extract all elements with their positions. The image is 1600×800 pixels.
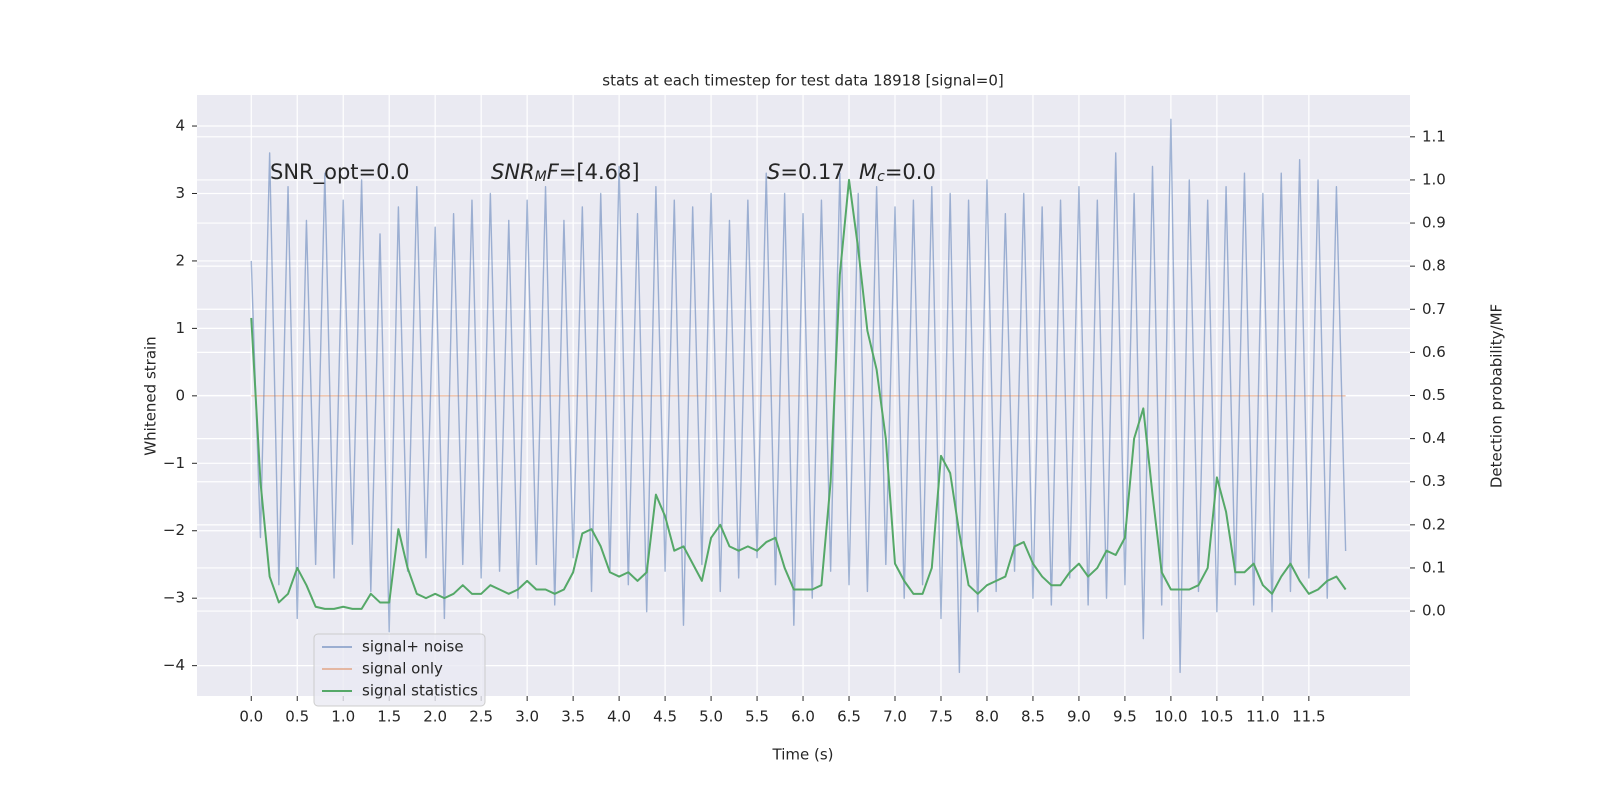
x-tick-label: 7.0 (883, 708, 907, 726)
x-tick-label: 11.5 (1292, 708, 1325, 726)
annotation: Mc=0.0 (859, 160, 936, 185)
annotation-part: M (535, 169, 547, 185)
y2-tick-label: 0.0 (1422, 602, 1446, 620)
annotation-part: =0.17 (780, 160, 844, 184)
x-tick-label: 7.5 (929, 708, 953, 726)
y-tick-label: 0 (175, 386, 185, 404)
y-tick-label: 1 (175, 319, 185, 337)
annotation-part: M (859, 160, 877, 184)
x-tick-label: 6.5 (837, 708, 861, 726)
annotation-part: F (547, 160, 560, 184)
y2-tick-label: 0.8 (1422, 257, 1446, 275)
x-tick-label: 1.5 (377, 708, 401, 726)
x-tick-label: 8.5 (1021, 708, 1045, 726)
y-tick-label: 3 (175, 184, 185, 202)
x-tick-label: 5.0 (699, 708, 723, 726)
annotation-part: S (767, 160, 780, 184)
annotation: S=0.17 (767, 160, 845, 184)
x-tick-label: 3.0 (515, 708, 539, 726)
series-line (250, 118, 1347, 674)
y-tick-label: −2 (163, 521, 185, 539)
x-tick-label: 9.5 (1113, 708, 1137, 726)
y2-tick-label: 1.0 (1422, 170, 1446, 188)
x-tick-label: 2.5 (469, 708, 493, 726)
annotation-part: SNR (491, 160, 535, 184)
y2-tick-label: 0.4 (1422, 429, 1446, 447)
chart-title: stats at each timestep for test data 189… (602, 72, 1003, 90)
x-tick-label: 4.5 (653, 708, 677, 726)
y2-tick-label: 0.6 (1422, 343, 1446, 361)
x-tick-label: 5.5 (745, 708, 769, 726)
y2-tick-label: 0.5 (1422, 386, 1446, 404)
y2-tick-label: 0.3 (1422, 472, 1446, 490)
x-tick-label: 1.0 (331, 708, 355, 726)
y-tick-label: 2 (175, 251, 185, 269)
annotation-part: SNR_opt=0.0 (270, 160, 410, 185)
legend-label: signal only (362, 660, 443, 678)
legend-label: signal statistics (362, 682, 478, 700)
series-line (250, 178, 1347, 610)
x-tick-label: 6.0 (791, 708, 815, 726)
x-tick-label: 10.0 (1154, 708, 1187, 726)
y2-tick-label: 0.9 (1422, 214, 1446, 232)
x-tick-label: 11.0 (1246, 708, 1279, 726)
x-tick-label: 2.0 (423, 708, 447, 726)
legend-label: signal+ noise (362, 638, 464, 656)
x-axis-label: Time (s) (772, 746, 834, 764)
y-tick-label: −4 (163, 656, 185, 674)
x-tick-label: 0.5 (285, 708, 309, 726)
annotation-part: c (877, 169, 885, 185)
y2-tick-label: 0.1 (1422, 558, 1446, 576)
x-tick-label: 3.5 (561, 708, 585, 726)
y-tick-label: −1 (163, 454, 185, 472)
y2-tick-label: 0.2 (1422, 515, 1446, 533)
legend-box (313, 633, 486, 707)
x-tick-label: 9.0 (1067, 708, 1091, 726)
x-tick-label: 0.0 (239, 708, 263, 726)
annotation-part: =[4.68] (559, 160, 640, 184)
y2-tick-label: 0.7 (1422, 300, 1446, 318)
annotation: SNRMF=[4.68] (491, 160, 640, 185)
annotation-part: =0.0 (885, 160, 936, 184)
y-axis-label: Whitened strain (142, 336, 160, 455)
x-tick-label: 4.0 (607, 708, 631, 726)
y2-tick-label: 1.1 (1422, 127, 1446, 145)
annotation: SNR_opt=0.0 (270, 160, 410, 185)
y-tick-label: 4 (175, 117, 185, 135)
y-tick-label: −3 (163, 589, 185, 607)
x-tick-label: 10.5 (1200, 708, 1233, 726)
y2-axis-label: Detection probability/MF (1488, 304, 1506, 488)
x-tick-label: 8.0 (975, 708, 999, 726)
